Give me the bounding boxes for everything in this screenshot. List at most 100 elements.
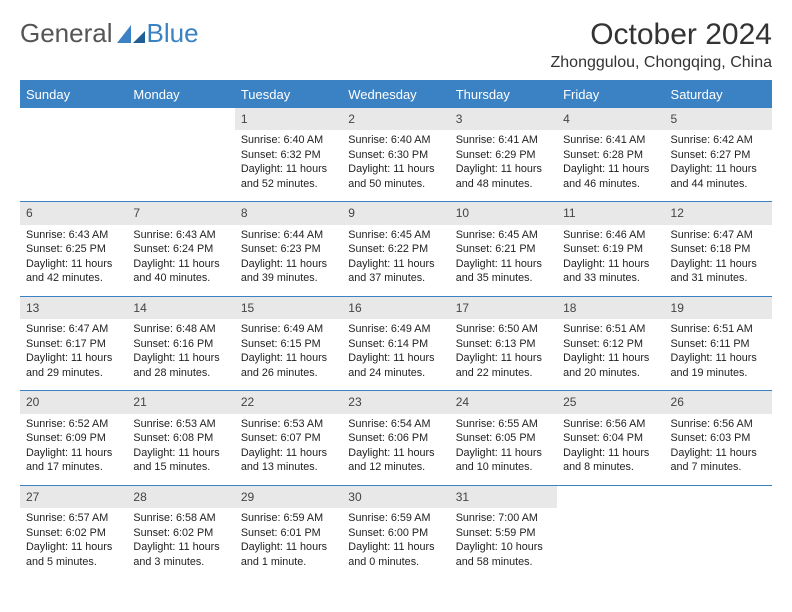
day-number: 6 <box>20 202 127 224</box>
day-line: Daylight: 11 hours and 42 minutes. <box>26 257 121 286</box>
day-line: Sunset: 6:08 PM <box>133 431 228 446</box>
day-body: Sunrise: 6:44 AMSunset: 6:23 PMDaylight:… <box>235 225 342 296</box>
day-line: Daylight: 11 hours and 48 minutes. <box>456 162 551 191</box>
day-body: Sunrise: 6:59 AMSunset: 6:00 PMDaylight:… <box>342 508 449 579</box>
calendar-cell: 15Sunrise: 6:49 AMSunset: 6:15 PMDayligh… <box>235 296 342 390</box>
day-line: Sunset: 6:15 PM <box>241 337 336 352</box>
day-line: Daylight: 11 hours and 40 minutes. <box>133 257 228 286</box>
calendar-cell: 26Sunrise: 6:56 AMSunset: 6:03 PMDayligh… <box>665 391 772 485</box>
day-number: 28 <box>127 486 234 508</box>
calendar-cell: 8Sunrise: 6:44 AMSunset: 6:23 PMDaylight… <box>235 202 342 296</box>
day-line: Sunrise: 6:44 AM <box>241 228 336 243</box>
calendar-head: SundayMondayTuesdayWednesdayThursdayFrid… <box>20 81 772 108</box>
day-body: Sunrise: 6:49 AMSunset: 6:15 PMDaylight:… <box>235 319 342 390</box>
day-line: Daylight: 10 hours and 58 minutes. <box>456 540 551 569</box>
day-line: Daylight: 11 hours and 19 minutes. <box>671 351 766 380</box>
day-line: Sunset: 6:12 PM <box>563 337 658 352</box>
day-number: 8 <box>235 202 342 224</box>
day-line: Daylight: 11 hours and 33 minutes. <box>563 257 658 286</box>
day-line: Sunrise: 6:58 AM <box>133 511 228 526</box>
day-line: Sunset: 6:28 PM <box>563 148 658 163</box>
day-body: Sunrise: 6:53 AMSunset: 6:07 PMDaylight:… <box>235 414 342 485</box>
calendar-cell: 13Sunrise: 6:47 AMSunset: 6:17 PMDayligh… <box>20 296 127 390</box>
day-number: 10 <box>450 202 557 224</box>
brand-part2: Blue <box>147 18 199 49</box>
day-line: Sunrise: 6:53 AM <box>133 417 228 432</box>
calendar-cell: 2Sunrise: 6:40 AMSunset: 6:30 PMDaylight… <box>342 108 449 202</box>
calendar-table: SundayMondayTuesdayWednesdayThursdayFrid… <box>20 80 772 579</box>
calendar-week: 1Sunrise: 6:40 AMSunset: 6:32 PMDaylight… <box>20 108 772 202</box>
day-line: Sunrise: 6:40 AM <box>241 133 336 148</box>
day-line: Daylight: 11 hours and 28 minutes. <box>133 351 228 380</box>
day-number: 18 <box>557 297 664 319</box>
day-header: Tuesday <box>235 81 342 108</box>
day-body: Sunrise: 6:52 AMSunset: 6:09 PMDaylight:… <box>20 414 127 485</box>
day-line: Sunset: 6:21 PM <box>456 242 551 257</box>
day-line: Sunrise: 6:43 AM <box>133 228 228 243</box>
day-line: Sunset: 6:00 PM <box>348 526 443 541</box>
calendar-cell: 9Sunrise: 6:45 AMSunset: 6:22 PMDaylight… <box>342 202 449 296</box>
day-number: 19 <box>665 297 772 319</box>
day-number: 16 <box>342 297 449 319</box>
day-number <box>20 108 127 130</box>
day-number <box>665 486 772 508</box>
day-body: Sunrise: 6:47 AMSunset: 6:18 PMDaylight:… <box>665 225 772 296</box>
calendar-cell: 7Sunrise: 6:43 AMSunset: 6:24 PMDaylight… <box>127 202 234 296</box>
day-line: Sunrise: 6:56 AM <box>563 417 658 432</box>
day-line: Sunrise: 6:54 AM <box>348 417 443 432</box>
day-body: Sunrise: 6:54 AMSunset: 6:06 PMDaylight:… <box>342 414 449 485</box>
day-body: Sunrise: 6:53 AMSunset: 6:08 PMDaylight:… <box>127 414 234 485</box>
day-line: Sunrise: 6:51 AM <box>563 322 658 337</box>
day-line: Daylight: 11 hours and 10 minutes. <box>456 446 551 475</box>
calendar-cell: 4Sunrise: 6:41 AMSunset: 6:28 PMDaylight… <box>557 108 664 202</box>
day-header: Thursday <box>450 81 557 108</box>
day-line: Sunrise: 6:47 AM <box>671 228 766 243</box>
calendar-week: 20Sunrise: 6:52 AMSunset: 6:09 PMDayligh… <box>20 391 772 485</box>
day-line: Sunset: 6:02 PM <box>133 526 228 541</box>
day-line: Sunrise: 6:43 AM <box>26 228 121 243</box>
day-number: 27 <box>20 486 127 508</box>
day-line: Daylight: 11 hours and 37 minutes. <box>348 257 443 286</box>
calendar-cell: 1Sunrise: 6:40 AMSunset: 6:32 PMDaylight… <box>235 108 342 202</box>
day-number: 14 <box>127 297 234 319</box>
calendar-cell: 21Sunrise: 6:53 AMSunset: 6:08 PMDayligh… <box>127 391 234 485</box>
day-line: Sunrise: 6:45 AM <box>348 228 443 243</box>
day-line: Sunrise: 6:53 AM <box>241 417 336 432</box>
calendar-cell: 29Sunrise: 6:59 AMSunset: 6:01 PMDayligh… <box>235 485 342 579</box>
day-line: Sunset: 6:09 PM <box>26 431 121 446</box>
day-body: Sunrise: 6:41 AMSunset: 6:28 PMDaylight:… <box>557 130 664 201</box>
day-line: Daylight: 11 hours and 24 minutes. <box>348 351 443 380</box>
day-number: 17 <box>450 297 557 319</box>
calendar-cell <box>127 108 234 202</box>
day-body: Sunrise: 6:46 AMSunset: 6:19 PMDaylight:… <box>557 225 664 296</box>
calendar-cell: 5Sunrise: 6:42 AMSunset: 6:27 PMDaylight… <box>665 108 772 202</box>
calendar-cell: 31Sunrise: 7:00 AMSunset: 5:59 PMDayligh… <box>450 485 557 579</box>
day-header: Saturday <box>665 81 772 108</box>
day-body: Sunrise: 6:47 AMSunset: 6:17 PMDaylight:… <box>20 319 127 390</box>
day-line: Daylight: 11 hours and 8 minutes. <box>563 446 658 475</box>
day-number: 21 <box>127 391 234 413</box>
day-line: Sunset: 6:07 PM <box>241 431 336 446</box>
day-line: Sunset: 6:11 PM <box>671 337 766 352</box>
brand-logo: General Blue <box>20 18 199 49</box>
day-line: Sunset: 6:03 PM <box>671 431 766 446</box>
day-line: Sunset: 6:14 PM <box>348 337 443 352</box>
day-line: Sunset: 6:04 PM <box>563 431 658 446</box>
day-body: Sunrise: 6:42 AMSunset: 6:27 PMDaylight:… <box>665 130 772 201</box>
day-line: Daylight: 11 hours and 17 minutes. <box>26 446 121 475</box>
calendar-cell: 12Sunrise: 6:47 AMSunset: 6:18 PMDayligh… <box>665 202 772 296</box>
day-body: Sunrise: 6:41 AMSunset: 6:29 PMDaylight:… <box>450 130 557 201</box>
calendar-cell: 19Sunrise: 6:51 AMSunset: 6:11 PMDayligh… <box>665 296 772 390</box>
day-number: 9 <box>342 202 449 224</box>
day-line: Daylight: 11 hours and 12 minutes. <box>348 446 443 475</box>
day-line: Sunset: 6:24 PM <box>133 242 228 257</box>
day-line: Daylight: 11 hours and 1 minute. <box>241 540 336 569</box>
day-line: Daylight: 11 hours and 26 minutes. <box>241 351 336 380</box>
day-body: Sunrise: 6:50 AMSunset: 6:13 PMDaylight:… <box>450 319 557 390</box>
day-line: Sunset: 6:06 PM <box>348 431 443 446</box>
day-line: Sunrise: 6:41 AM <box>456 133 551 148</box>
calendar-week: 13Sunrise: 6:47 AMSunset: 6:17 PMDayligh… <box>20 296 772 390</box>
day-number <box>127 108 234 130</box>
day-line: Sunset: 6:05 PM <box>456 431 551 446</box>
day-line: Sunrise: 6:59 AM <box>348 511 443 526</box>
